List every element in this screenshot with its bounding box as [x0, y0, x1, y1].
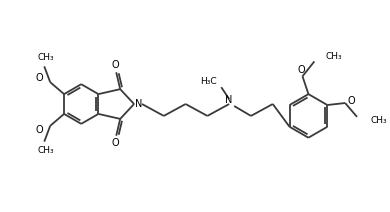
Text: N: N — [135, 99, 143, 109]
Text: CH₃: CH₃ — [371, 116, 388, 125]
Text: O: O — [35, 125, 43, 135]
Text: O: O — [298, 65, 305, 75]
Text: H₃C: H₃C — [200, 77, 217, 86]
Text: O: O — [112, 60, 119, 70]
Text: CH₃: CH₃ — [38, 53, 55, 62]
Text: O: O — [347, 96, 355, 106]
Text: O: O — [35, 73, 43, 83]
Text: CH₃: CH₃ — [38, 146, 55, 155]
Text: O: O — [112, 138, 119, 148]
Text: CH₃: CH₃ — [325, 52, 342, 61]
Text: N: N — [225, 95, 233, 105]
